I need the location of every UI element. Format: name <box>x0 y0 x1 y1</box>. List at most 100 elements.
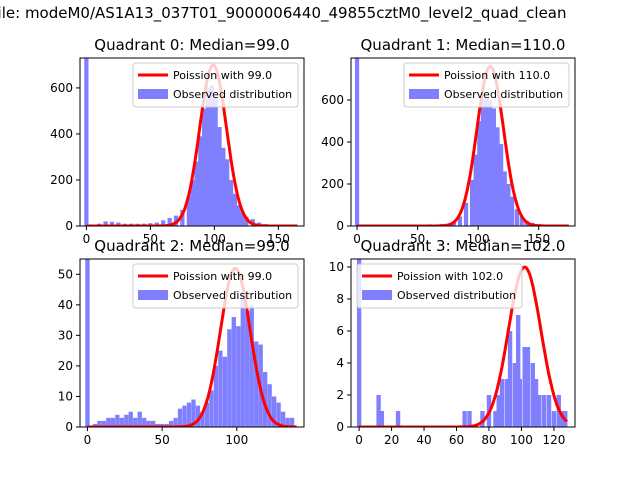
legend-label-fit: Poission with 99.0 <box>173 69 272 82</box>
histogram-bar <box>221 148 225 226</box>
x-tick-label: 100 <box>225 433 248 447</box>
histogram-bar <box>229 180 233 226</box>
subplot-title: Quadrant 0: Median=99.0 <box>94 36 289 54</box>
legend: Poission with 102.0 Observed distribution <box>357 264 522 308</box>
y-tick-label: 10 <box>58 389 73 403</box>
histogram-bar <box>84 58 88 226</box>
y-tick-label: 2 <box>336 388 344 402</box>
histogram-bar <box>194 162 198 226</box>
legend-label-hist: Observed distribution <box>397 289 516 302</box>
legend: Poission with 99.0 Observed distribution <box>133 63 298 107</box>
subplot-title: Quadrant 3: Median=102.0 <box>361 237 566 255</box>
histogram-bar <box>503 171 507 226</box>
legend-bar-swatch <box>138 290 168 300</box>
figure-title: n file: modeM0/AS1A13_037T01_9000006440_… <box>0 4 640 22</box>
y-tick-label: 400 <box>50 127 73 141</box>
histogram-bar <box>518 379 522 427</box>
legend-label-fit: Poission with 110.0 <box>444 69 550 82</box>
histogram-bar <box>124 415 128 427</box>
histogram-bar <box>474 155 478 226</box>
x-tick-label: 0 <box>355 433 363 447</box>
histogram-bar <box>225 159 229 226</box>
histogram-bar <box>178 409 182 427</box>
histogram-bar <box>467 411 471 427</box>
histogram-bar <box>214 97 218 226</box>
y-tick-label: 10 <box>329 260 344 274</box>
y-tick-label: 200 <box>321 177 344 191</box>
y-tick-label: 0 <box>65 219 73 233</box>
y-tick-label: 0 <box>336 219 344 233</box>
legend-label-hist: Observed distribution <box>444 88 563 101</box>
histogram-bar <box>182 406 186 427</box>
histogram-bar <box>380 411 384 427</box>
histogram-bar <box>209 390 213 427</box>
histogram-bar <box>187 403 191 427</box>
histogram-bar <box>217 127 221 226</box>
y-tick-label: 30 <box>58 328 73 342</box>
legend-label-hist: Observed distribution <box>173 88 292 101</box>
histogram-bar <box>542 395 546 427</box>
histogram-bar <box>462 411 466 427</box>
histogram-bar <box>484 98 488 226</box>
histogram-bar <box>85 259 89 427</box>
y-tick-label: 400 <box>321 135 344 149</box>
histogram-bar <box>218 351 222 427</box>
legend-bar-swatch <box>138 89 168 99</box>
y-tick-label: 40 <box>58 298 73 312</box>
histogram-bar <box>241 293 245 427</box>
subplot-2: 0 50 100 0 10 20 30 40 50 Poission with 99.0 Obser… <box>58 237 304 447</box>
y-tick-label: 0 <box>65 420 73 434</box>
legend: Poission with 99.0 Observed distribution <box>133 264 298 308</box>
histogram-bar <box>115 415 119 427</box>
y-tick-label: 50 <box>58 267 73 281</box>
histogram-bar <box>464 203 468 226</box>
legend-bar-swatch <box>362 290 392 300</box>
histogram-bar <box>223 357 227 427</box>
legend-bar-swatch <box>409 89 439 99</box>
histogram-bar <box>481 100 485 226</box>
histogram-bar <box>232 317 236 427</box>
y-tick-label: 600 <box>321 93 344 107</box>
histogram-bar <box>492 108 496 226</box>
x-tick-label: 60 <box>449 433 464 447</box>
histogram-bar <box>396 411 400 427</box>
y-tick-label: 4 <box>336 356 344 370</box>
histogram-bar <box>129 412 133 427</box>
histogram-bar <box>510 197 514 226</box>
x-tick-label: 0 <box>84 433 92 447</box>
x-tick-label: 50 <box>154 433 169 447</box>
x-tick-label: 100 <box>510 433 533 447</box>
y-tick-label: 200 <box>50 173 73 187</box>
histogram-bar <box>495 127 499 226</box>
histogram-bar <box>198 136 202 226</box>
y-tick-label: 6 <box>336 324 344 338</box>
histogram-bar <box>202 109 206 226</box>
y-tick-label: 600 <box>50 81 73 95</box>
histogram-bar <box>138 412 142 427</box>
x-tick-label: 20 <box>384 433 399 447</box>
x-tick-label: 120 <box>542 433 565 447</box>
legend-label-fit: Poission with 102.0 <box>397 270 503 283</box>
subplot-title: Quadrant 2: Median=99.0 <box>94 237 289 255</box>
legend: Poission with 110.0 Observed distribution <box>404 63 569 107</box>
subplot-title: Quadrant 1: Median=110.0 <box>361 36 566 54</box>
histogram-bar <box>236 326 240 427</box>
y-tick-label: 20 <box>58 359 73 373</box>
legend-label-fit: Poission with 99.0 <box>173 270 272 283</box>
histogram-bar <box>508 331 512 427</box>
histogram-bar <box>470 180 474 226</box>
histogram-bar <box>499 144 503 226</box>
histogram-bar <box>227 329 231 427</box>
legend-label-hist: Observed distribution <box>173 289 292 302</box>
x-tick-label: 0 <box>83 232 91 246</box>
histogram-bar <box>500 379 504 427</box>
histogram-bar <box>547 395 551 427</box>
histogram-bar <box>506 184 510 226</box>
histogram-bar <box>355 58 359 226</box>
histogram-bar <box>206 88 210 226</box>
histogram-bar <box>526 347 530 427</box>
